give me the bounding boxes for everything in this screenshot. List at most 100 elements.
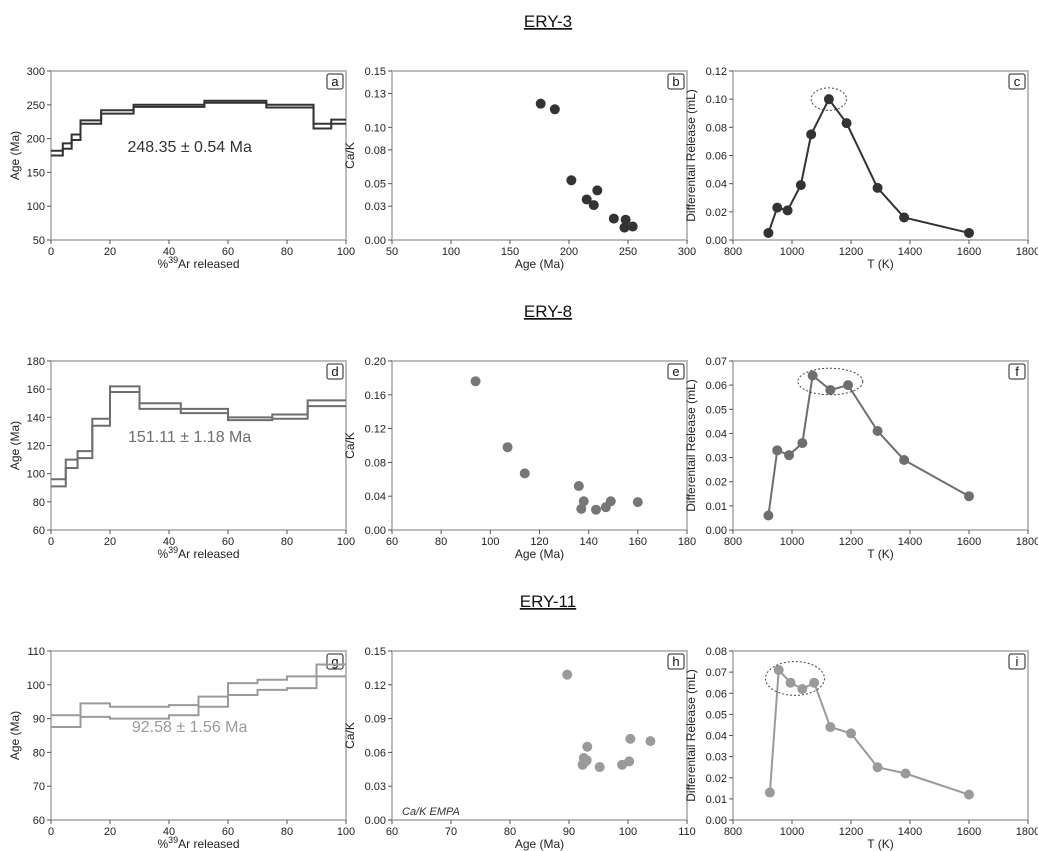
chart-i-y-tick-label: 0.01 (706, 794, 727, 806)
chart-c-x-axis-title: T (K) (867, 257, 893, 271)
chart-h: 60 70 80 90 100 110 0.00 0.03 0.06 0.09 0.12 0.15 Ag… (343, 646, 696, 851)
chart-g-step-upper (51, 663, 346, 717)
chart-g-x-tick-label: 40 (163, 826, 175, 838)
chart-c-point (872, 182, 883, 193)
chart-f-y-tick-label: 0.03 (706, 453, 727, 465)
chart-b-point (535, 98, 546, 109)
chart-f-point (797, 438, 808, 449)
chart-d-y-axis-title: Age (Ma) (8, 421, 22, 470)
chart-a-y-tick-label: 100 (27, 201, 45, 213)
chart-g-y-axis-title: Age (Ma) (8, 711, 22, 760)
chart-i-y-tick-label: 0.03 (706, 752, 727, 764)
chart-h-x-tick-label: 80 (504, 826, 516, 838)
chart-e-point (519, 468, 530, 479)
chart-d-y-tick-label: 60 (33, 525, 45, 537)
chart-h-point (594, 762, 605, 773)
chart-d-x-axis-title: %39Ar released (157, 545, 239, 561)
chart-f-y-tick-label: 0.05 (706, 404, 727, 416)
chart-i-y-tick-label: 0.04 (706, 731, 727, 743)
chart-b-x-tick-label: 150 (501, 246, 519, 258)
chart-h-point (645, 736, 656, 747)
chart-g-x-tick-label: 80 (281, 826, 293, 838)
chart-b: 50 100 150 200 250 300 0.00 0.03 0.05 0.08 0.10 0.1… (343, 66, 696, 271)
chart-i-x-tick-label: 1200 (839, 826, 863, 838)
chart-d-x-tick-label: 60 (222, 536, 234, 548)
chart-i-point (964, 789, 974, 800)
chart-b-y-tick-label: 0.08 (365, 145, 386, 157)
chart-f-point (899, 454, 910, 465)
chart-e-y-tick-label: 0.12 (365, 424, 386, 436)
chart-f-y-tick-label: 0.00 (706, 525, 727, 537)
chart-c-x-tick-label: 1800 (1016, 246, 1038, 258)
chart-f-point (772, 445, 783, 456)
chart-d-y-tick-label: 80 (33, 497, 45, 509)
chart-a-panel-letter-box (326, 73, 344, 90)
chart-f-x-tick-label: 800 (724, 536, 742, 548)
chart-c-panel-letter: c (1014, 74, 1021, 89)
chart-a-step-upper (51, 99, 346, 152)
chart-i-panel-letter-box (1008, 653, 1026, 670)
chart-c: 800 1000 1200 1400 1600 1800 0.00 0.02 0.04 0.06 0… (684, 66, 1038, 271)
chart-a-y-axis-title: Age (Ma) (8, 131, 22, 180)
chart-b-y-tick-label: 0.15 (365, 66, 386, 78)
chart-c-point (964, 227, 974, 238)
chart-c-y-tick-label: 0.10 (706, 94, 727, 106)
chart-e-x-tick-label: 60 (386, 536, 398, 548)
chart-f-y-tick-label: 0.06 (706, 380, 727, 392)
chart-d-plateau-age: 151.11 ± 1.18 Ma (128, 429, 251, 446)
chart-c-y-tick-label: 0.00 (706, 235, 727, 247)
chart-i-point (846, 728, 856, 739)
chart-b-point (588, 200, 599, 211)
chart-i-point (809, 677, 820, 688)
chart-b-point (619, 222, 630, 233)
chart-h-annotation: Ca/K EMPA (402, 806, 460, 818)
chart-g-y-tick-label: 110 (27, 646, 45, 658)
chart-c-point (782, 205, 793, 216)
chart-b-y-axis-title: Ca/K (343, 142, 357, 169)
chart-g-y-tick-label: 100 (27, 680, 45, 692)
chart-b-point (549, 104, 560, 115)
chart-f-point (784, 450, 795, 461)
chart-a-x-axis-title: %39Ar released (157, 255, 239, 271)
chart-b-point (608, 213, 619, 224)
row-title-ery-8: ERY-8 (524, 302, 572, 321)
chart-h-panel-letter: h (672, 654, 679, 669)
chart-f-highlight-ellipse (797, 367, 864, 396)
chart-i-x-tick-label: 1600 (957, 826, 981, 838)
chart-b-y-tick-label: 0.13 (365, 89, 386, 101)
chart-e-y-tick-label: 0.08 (365, 457, 386, 469)
chart-i-line (768, 667, 970, 796)
chart-f-y-tick-label: 0.07 (706, 356, 727, 368)
chart-c-x-tick-label: 1600 (957, 246, 981, 258)
chart-g-x-axis-title: %39Ar released (157, 835, 239, 851)
chart-g-frame (50, 650, 347, 821)
chart-i-y-tick-label: 0.08 (706, 646, 727, 658)
chart-f: 800 1000 1200 1400 1600 1800 0.00 0.01 0.02 0.03 0… (684, 356, 1038, 561)
chart-a-x-tick-label: 60 (222, 246, 234, 258)
chart-d-y-tick-label: 120 (27, 441, 45, 453)
chart-i-point (825, 722, 836, 733)
chart-e-x-axis-title: Age (Ma) (515, 547, 564, 561)
chart-c-y-tick-label: 0.08 (706, 122, 727, 134)
chart-b-y-tick-label: 0.03 (365, 201, 386, 213)
chart-f-x-tick-label: 1600 (957, 536, 981, 548)
chart-b-frame (391, 70, 688, 241)
chart-b-panel-letter-box (667, 73, 685, 90)
chart-b-x-tick-label: 200 (560, 246, 578, 258)
chart-d-y-tick-label: 180 (27, 356, 45, 368)
chart-h-y-tick-label: 0.03 (365, 781, 386, 793)
chart-f-point (964, 491, 974, 502)
chart-c-x-tick-label: 1400 (898, 246, 922, 258)
chart-c-y-tick-label: 0.06 (706, 151, 727, 163)
chart-b-y-tick-label: 0.10 (365, 122, 386, 134)
chart-d-x-tick-label: 80 (281, 536, 293, 548)
chart-c-frame (732, 70, 1029, 241)
chart-b-point (581, 194, 592, 205)
chart-d-step-upper (51, 385, 346, 481)
chart-i-point (785, 677, 796, 688)
chart-a-x-tick-label: 40 (163, 246, 175, 258)
row-title-ery-11: ERY-11 (520, 592, 576, 611)
chart-d-x-tick-label: 40 (163, 536, 175, 548)
chart-e-y-axis-title: Ca/K (343, 432, 357, 459)
